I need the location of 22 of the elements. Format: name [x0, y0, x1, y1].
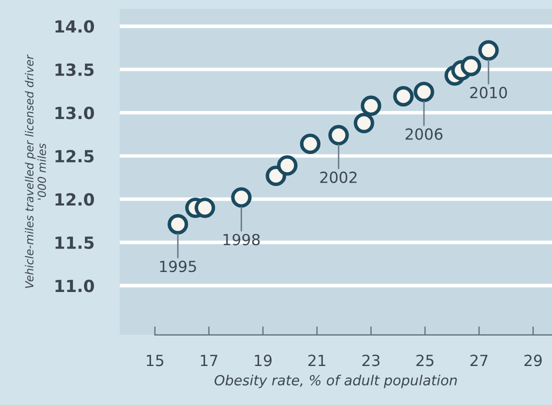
annotation: 2002 — [320, 172, 357, 184]
x-tick-label: 17 — [200, 354, 218, 366]
y-tick-label: 13.0 — [56, 106, 94, 120]
x-axis-title: Obesity rate, % of adult population — [214, 374, 457, 388]
annotation: 1998 — [224, 234, 260, 246]
x-tick-label: 25 — [416, 354, 434, 366]
annotation: 2006 — [406, 128, 442, 140]
y-tick-label: 11.0 — [56, 280, 94, 292]
x-tick-label: 29 — [524, 354, 542, 366]
x-tick-label: 27 — [470, 354, 488, 366]
y-tick-label: 12.5 — [56, 150, 94, 162]
y-tick-label: 14.0 — [56, 20, 94, 33]
annotation: 1995 — [160, 260, 196, 272]
annotation: 2010 — [470, 86, 507, 98]
y-tick-label: 11.5 — [56, 236, 94, 249]
x-tick-label: 19 — [254, 354, 272, 366]
y-tick-label: 12.0 — [56, 193, 94, 206]
x-tick-label: 23 — [362, 354, 380, 366]
x-tick-label: 15 — [146, 354, 164, 366]
y-tick-label: 13.5 — [56, 63, 94, 76]
x-tick-label: 21 — [308, 354, 326, 366]
y-axis-title: Vehicle-miles travelled per licensed driver '000 miles — [24, 54, 46, 288]
